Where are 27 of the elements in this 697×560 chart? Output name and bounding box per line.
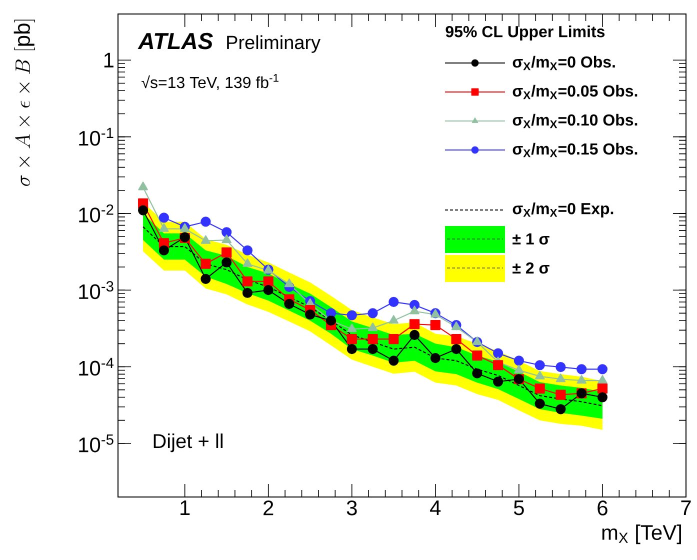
y-tick-label: 10$^{-2}$ bbox=[79, 204, 114, 222]
legend-label: σ$_{X}$/m$_{X}$=0.05 Obs. bbox=[512, 84, 638, 100]
y-tick-label: 10$^{-5}$ bbox=[79, 434, 114, 452]
legend-label: ± 1 σ bbox=[512, 233, 550, 245]
y-tick-label: 10$^{-4}$ bbox=[79, 358, 114, 376]
x-tick-label: 7 bbox=[681, 500, 691, 515]
legend-label: σ$_{X}$/m$_{X}$=0.10 Obs. bbox=[512, 114, 638, 128]
x-tick-label: 1 bbox=[180, 500, 190, 515]
legend-label: σ$_{X}$/m$_{X}$=0.15 Obs. bbox=[512, 142, 638, 158]
annotation: Dijet + ll bbox=[154, 433, 223, 452]
x-tick-label: 3 bbox=[346, 500, 357, 516]
x-tick-label: 6 bbox=[598, 500, 608, 516]
legend-title: 95% CL Upper Limits bbox=[446, 26, 605, 40]
text: ATLAS bbox=[138, 32, 213, 50]
annotation: √s=13 TeV, 139 fb$^{-1}$ bbox=[142, 74, 278, 90]
legend-label: σ$_{X}$/m$_{X}$=0 Exp. bbox=[512, 202, 614, 218]
legend-label: σ$_{X}$/m$_{X}$=0 Obs. bbox=[512, 56, 615, 70]
x-tick-label: 2 bbox=[264, 500, 274, 516]
y-tick-label: 10$^{-3}$ bbox=[79, 281, 114, 300]
legend-label: ± 2 σ bbox=[512, 262, 550, 274]
x-tick-label: 4 bbox=[430, 500, 441, 515]
y-tick-label: 10$^{-1}$ bbox=[79, 128, 114, 146]
y-axis-title: $\sigma\times A\times\epsilon\times B\ [\mathrm{pb}]$ bbox=[14, 20, 35, 186]
x-tick-label: 5 bbox=[514, 500, 524, 516]
x-axis-title: m$_{X}$ [TeV] bbox=[602, 524, 681, 544]
y-tick-label: 1 bbox=[104, 52, 114, 68]
text: Preliminary bbox=[227, 35, 321, 53]
